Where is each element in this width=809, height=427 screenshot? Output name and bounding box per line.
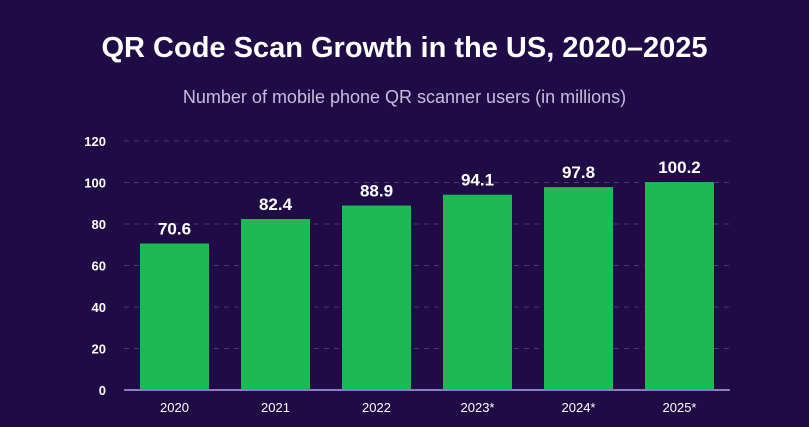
y-tick-label: 0 [99, 383, 106, 398]
bar-value-label: 94.1 [461, 171, 494, 190]
gridlines [124, 140, 730, 349]
bar-value-label: 97.8 [562, 163, 595, 182]
x-tick-label: 2025* [663, 400, 697, 415]
bar [544, 187, 613, 390]
y-tick-label: 40 [92, 300, 106, 315]
bar [443, 194, 512, 390]
bar-value-label: 82.4 [259, 195, 293, 214]
bar [140, 243, 209, 390]
y-tick-label: 100 [84, 176, 106, 191]
x-tick-label: 2024* [562, 400, 596, 415]
bars [140, 182, 714, 390]
y-tick-label: 60 [92, 259, 106, 274]
bar-value-label: 88.9 [360, 182, 393, 201]
y-tick-label: 120 [84, 134, 106, 149]
x-tick-label: 2021 [261, 400, 290, 415]
bar [645, 182, 714, 390]
chart-subtitle: Number of mobile phone QR scanner users … [182, 87, 627, 107]
bar [342, 205, 411, 390]
x-axis-ticks: 2020 2021 2022 2023* 2024* 2025* [160, 400, 696, 415]
y-tick-label: 80 [92, 217, 106, 232]
bar-value-label: 100.2 [658, 158, 701, 177]
y-tick-label: 20 [92, 342, 106, 357]
y-axis-ticks: 0 20 40 60 80 100 120 [84, 134, 106, 398]
chart-title: QR Code Scan Growth in the US, 2020–2025 [101, 32, 708, 64]
bar [241, 219, 310, 390]
bar-value-label: 70.6 [158, 220, 191, 239]
bar-value-labels: 70.6 82.4 88.9 94.1 97.8 100.2 [158, 158, 701, 238]
x-tick-label: 2020 [160, 400, 189, 415]
x-tick-label: 2022 [362, 400, 391, 415]
x-tick-label: 2023* [461, 400, 495, 415]
